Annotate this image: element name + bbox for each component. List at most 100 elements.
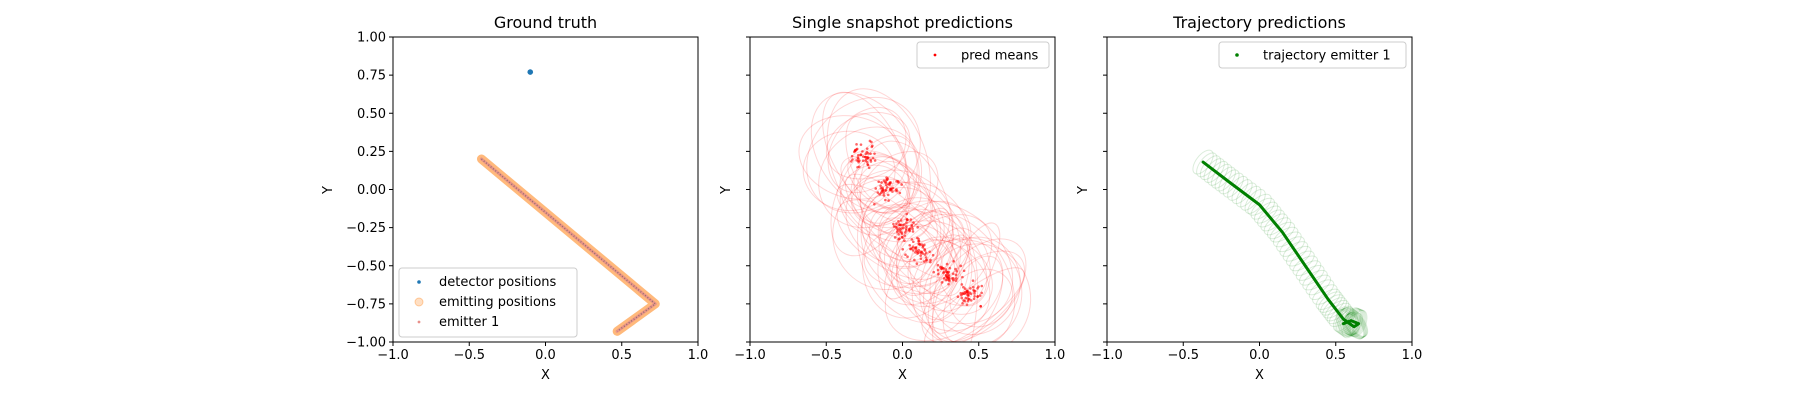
y-axis-label: Y [719, 186, 734, 195]
pred-mean-point [857, 157, 860, 160]
pred-mean-point [959, 264, 963, 268]
pred-mean-point [954, 273, 958, 277]
pred-mean-point [903, 231, 907, 234]
y-axis-label: Y [1076, 186, 1091, 195]
pred-mean-point [913, 258, 916, 262]
pred-mean-point [856, 153, 860, 157]
pred-mean-point [878, 193, 881, 196]
pred-mean-point [962, 285, 965, 289]
pred-mean-point [873, 152, 876, 155]
pred-mean-point [865, 161, 869, 164]
pred-mean-point [898, 230, 902, 233]
panel-3: Trajectory predictions −1.0 −0.5 0.0 0.5 1.0 X… [1076, 13, 1422, 383]
pred-mean-point [871, 156, 875, 160]
pred-mean-point [908, 243, 912, 247]
prediction-ellipse [861, 186, 945, 269]
prediction-ellipse [923, 243, 1032, 342]
legend-box [398, 267, 578, 338]
pred-mean-point [864, 152, 868, 155]
pred-mean-point [890, 187, 893, 190]
prediction-ellipse [877, 202, 938, 263]
prediction-ellipse [949, 268, 1014, 328]
chart-title: Ground truth [494, 13, 597, 32]
pred-mean-point [946, 276, 950, 279]
pred-mean-point [873, 203, 876, 206]
y-tick-label: 0.25 [357, 145, 386, 160]
legend-label: pred means [961, 49, 1039, 64]
y-axis-label: Y [321, 186, 336, 195]
prediction-ellipse [844, 173, 956, 279]
pred-mean-point [876, 191, 880, 194]
pred-mean-point [921, 252, 925, 255]
x-tick-label: −0.5 [453, 348, 485, 363]
pred-mean-point [882, 179, 886, 182]
pred-mean-point [855, 143, 858, 146]
pred-mean-point [885, 183, 888, 187]
pred-mean-point [929, 260, 932, 264]
pred-mean-point [911, 249, 915, 252]
pred-mean-point [899, 219, 903, 222]
y-tick-label: 1.00 [357, 31, 386, 46]
pred-mean-point [891, 190, 894, 193]
prediction-ellipse [931, 234, 979, 342]
prediction-ellipse [927, 238, 1027, 342]
prediction-ellipse [810, 91, 920, 214]
pred-mean-point [962, 299, 965, 302]
pred-mean-point [862, 155, 865, 158]
pred-mean-point [963, 287, 967, 290]
x-axis-label: X [898, 368, 907, 383]
plot-area [1192, 149, 1369, 340]
pred-mean-point [920, 243, 924, 246]
trajectory-ellipse [1345, 312, 1367, 339]
pred-mean-point [922, 260, 926, 263]
pred-mean-point [850, 160, 853, 163]
pred-mean-point [961, 302, 964, 305]
pred-mean-point [850, 154, 854, 158]
prediction-ellipse [862, 197, 962, 319]
pred-mean-point [964, 296, 968, 300]
pred-mean-point [936, 268, 940, 272]
pred-mean-point [951, 272, 955, 276]
pred-mean-point [870, 140, 873, 144]
legend-marker-trajectory [1235, 53, 1239, 57]
pred-mean-point [914, 251, 917, 254]
pred-mean-point [877, 180, 881, 184]
prediction-ellipse [884, 207, 951, 300]
pred-mean-point [955, 269, 959, 273]
pred-mean-point [885, 178, 889, 181]
pred-mean-point [960, 293, 963, 297]
prediction-ellipse [847, 150, 922, 213]
pred-mean-point [961, 275, 964, 279]
prediction-ellipse [840, 155, 936, 227]
pred-mean-point [910, 223, 914, 227]
panel-2: Single snapshot predictions −1.0 −0.5 0.0 0.… [719, 13, 1065, 383]
pred-mean-point [893, 236, 897, 239]
pred-mean-point [968, 291, 971, 294]
x-tick-label: 1.0 [1045, 348, 1066, 363]
pred-mean-point [923, 253, 927, 256]
pred-mean-point [865, 147, 869, 150]
trajectory-ellipse [1345, 313, 1366, 339]
pred-mean-point [895, 227, 899, 230]
trajectory-ellipse [1344, 313, 1365, 340]
prediction-ellipse [895, 211, 1016, 342]
trajectory-ellipse [1347, 311, 1368, 338]
pred-mean-point [864, 155, 867, 159]
pred-mean-point [915, 262, 919, 265]
trajectory-ellipse [1343, 313, 1365, 340]
x-axis-label: X [541, 368, 550, 383]
pred-mean-point [929, 258, 932, 262]
pred-mean-point [864, 159, 867, 162]
prediction-ellipse [859, 140, 954, 287]
prediction-ellipse [859, 151, 939, 229]
prediction-ellipse [839, 164, 911, 236]
pred-mean-point [973, 294, 976, 298]
prediction-ellipse [919, 234, 970, 321]
axes-frame [749, 36, 1056, 343]
pred-mean-point [895, 189, 899, 193]
pred-mean-point [903, 239, 906, 243]
prediction-ellipse [827, 106, 907, 194]
pred-mean-point [972, 297, 976, 301]
x-tick-label: −1.0 [734, 348, 766, 363]
prediction-ellipse [863, 220, 969, 288]
